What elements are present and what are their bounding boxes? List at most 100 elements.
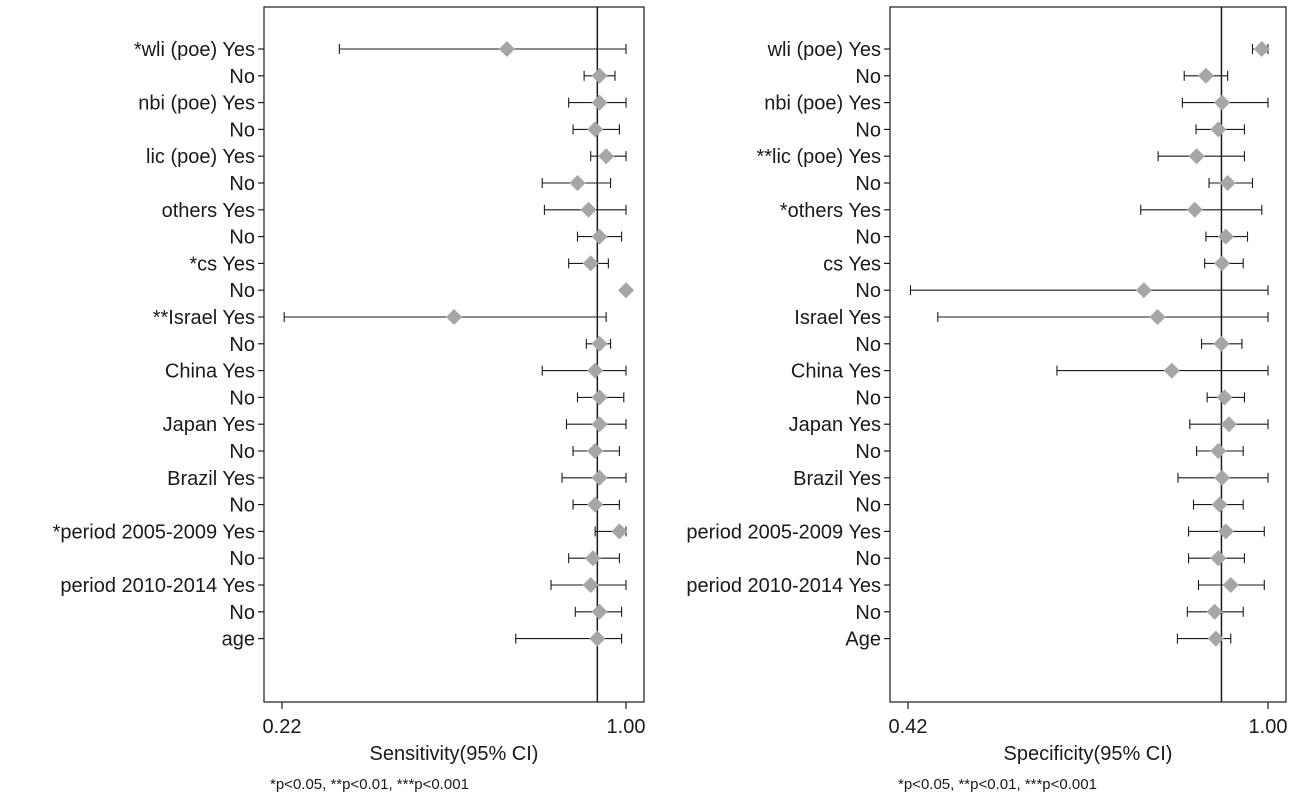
specificity-panel: 0.42 1.00 Specificity(95% CI) *p<0.05, **p<… <box>686 6 1288 793</box>
row-label: No <box>855 387 881 409</box>
point-estimate-marker <box>591 335 608 352</box>
row-label: period 2005-2009 Yes <box>686 521 881 543</box>
row-label: No <box>855 334 881 356</box>
row-label: No <box>229 227 255 249</box>
point-estimate-marker <box>1253 41 1270 57</box>
point-estimate-marker <box>1149 309 1166 325</box>
point-estimate-marker <box>1210 550 1227 567</box>
point-estimate-marker <box>1210 443 1227 459</box>
row-label: No <box>229 602 255 624</box>
x-axis-label: Sensitivity(95% CI) <box>370 743 539 765</box>
row-label: No <box>229 173 255 195</box>
point-estimate-marker <box>584 550 601 567</box>
point-estimate-marker <box>446 309 462 325</box>
row-label: Japan Yes <box>789 414 881 436</box>
row-label: *wli (poe) Yes <box>134 39 255 61</box>
x-tick-label: 1.00 <box>607 716 646 738</box>
point-estimate-marker <box>611 523 628 540</box>
point-estimate-marker <box>591 469 608 486</box>
point-estimate-marker <box>618 282 634 299</box>
point-estimate-marker <box>587 496 604 513</box>
row-label: No <box>229 119 255 141</box>
point-estimate-marker <box>1210 121 1227 138</box>
row-label: No <box>855 548 881 570</box>
point-estimate-marker <box>1214 469 1231 486</box>
row-label: age <box>222 629 255 651</box>
point-estimate-marker <box>1197 67 1214 84</box>
row-label: lic (poe) Yes <box>146 146 255 168</box>
point-estimate-marker <box>1163 362 1180 379</box>
point-estimate-marker <box>587 362 604 379</box>
significance-footnote: *p<0.05, **p<0.01, ***p<0.001 <box>270 776 469 793</box>
point-estimate-marker <box>591 94 608 111</box>
point-estimate-marker <box>1206 603 1223 620</box>
row-label: No <box>855 227 881 249</box>
row-label: wli (poe) Yes <box>767 39 881 61</box>
row-label: China Yes <box>791 361 881 383</box>
row-label: No <box>229 387 255 409</box>
row-label: Japan Yes <box>163 414 255 436</box>
row-label: **Israel Yes <box>153 307 255 329</box>
sensitivity-panel: 0.22 1.00 Sensitivity(95% CI) *p<0.05, **p<… <box>53 6 646 793</box>
point-estimate-marker <box>580 201 597 218</box>
point-estimate-marker <box>1219 175 1236 191</box>
plot-frame <box>263 6 645 703</box>
point-estimate-marker <box>591 416 608 433</box>
point-estimate-marker <box>1211 496 1228 513</box>
row-label: Brazil Yes <box>167 468 255 490</box>
point-estimate-marker <box>587 121 604 138</box>
point-estimate-marker <box>1217 523 1234 540</box>
point-estimate-marker <box>1186 201 1203 218</box>
x-tick-label: 1.00 <box>1249 716 1288 738</box>
point-estimate-marker <box>569 175 586 191</box>
row-label: Age <box>845 629 881 651</box>
point-estimate-marker <box>498 41 515 57</box>
row-label: period 2010-2014 Yes <box>60 575 255 597</box>
point-estimate-marker <box>1220 416 1237 433</box>
row-label: No <box>229 441 255 463</box>
point-estimate-marker <box>1214 94 1231 111</box>
point-estimate-marker <box>1207 630 1224 647</box>
point-estimate-marker <box>1214 255 1231 272</box>
plot-frame <box>889 6 1287 703</box>
row-label: No <box>229 495 255 517</box>
row-label: nbi (poe) Yes <box>764 93 881 115</box>
row-label: No <box>855 119 881 141</box>
point-estimate-marker <box>598 148 615 165</box>
point-estimate-marker <box>591 67 608 84</box>
point-estimate-marker <box>591 389 608 406</box>
row-label: period 2010-2014 Yes <box>686 575 881 597</box>
row-label: Israel Yes <box>794 307 881 329</box>
row-label: No <box>855 173 881 195</box>
row-label: No <box>229 548 255 570</box>
point-estimate-marker <box>589 630 606 647</box>
point-estimate-marker <box>591 228 608 245</box>
significance-footnote: *p<0.05, **p<0.01, ***p<0.001 <box>898 776 1097 793</box>
point-estimate-marker <box>582 577 599 593</box>
row-label: nbi (poe) Yes <box>138 93 255 115</box>
x-tick-label: 0.22 <box>263 716 302 738</box>
row-label: No <box>229 66 255 88</box>
point-estimate-marker <box>1213 335 1230 352</box>
row-label: No <box>855 495 881 517</box>
point-estimate-marker <box>1188 148 1205 165</box>
row-label: No <box>855 280 881 302</box>
row-label: China Yes <box>165 361 255 383</box>
row-label: No <box>855 441 881 463</box>
point-estimate-marker <box>587 443 604 459</box>
row-label: No <box>229 280 255 302</box>
point-estimate-marker <box>1216 389 1233 406</box>
point-estimate-marker <box>1217 228 1234 245</box>
row-label: No <box>855 602 881 624</box>
row-label: cs Yes <box>823 253 881 275</box>
row-label: *cs Yes <box>189 253 255 275</box>
row-label: No <box>855 66 881 88</box>
row-label: Brazil Yes <box>793 468 881 490</box>
point-estimate-marker <box>1135 282 1152 299</box>
point-estimate-marker <box>582 255 599 272</box>
row-label: No <box>229 334 255 356</box>
row-label: *others Yes <box>780 200 881 222</box>
point-estimate-marker <box>1222 577 1239 593</box>
x-tick-label: 0.42 <box>889 716 928 738</box>
